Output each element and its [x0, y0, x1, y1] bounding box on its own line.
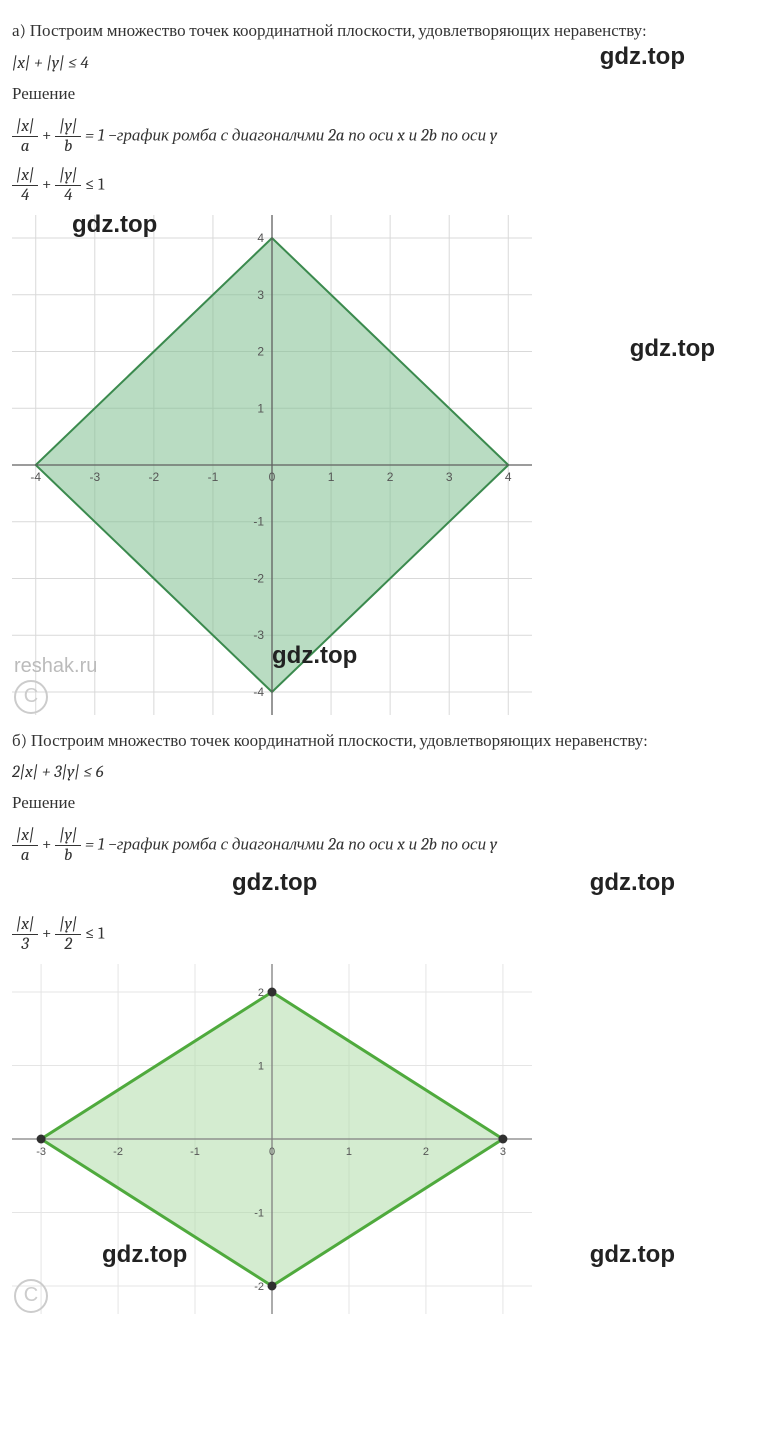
- svg-text:-2: -2: [149, 470, 160, 484]
- frac-num: |y|: [55, 915, 81, 935]
- svg-text:-3: -3: [89, 470, 100, 484]
- chart-a: -4 -3 -2 -1 0 1 2 3 4 -4 -3 -2 -1 1 2 3 4: [12, 215, 532, 715]
- svg-text:-3: -3: [36, 1146, 46, 1158]
- svg-text:0: 0: [269, 1146, 275, 1158]
- section-b-transformed: |x|3 + |y|2 ≤ 1: [12, 915, 745, 954]
- frac-den: b: [55, 137, 81, 156]
- svg-text:0: 0: [269, 470, 276, 484]
- frac-num: |x|: [12, 166, 38, 186]
- svg-text:-4: -4: [253, 685, 264, 699]
- frac-num: |y|: [55, 117, 81, 137]
- svg-text:-3: -3: [253, 628, 264, 642]
- note-text: = 1 −график ромба с диагоналчми 2a по ос…: [85, 836, 497, 855]
- chart-a-wrap: gdz.top -4-3-2-101234-4-3-2-11234 gdz.to…: [12, 215, 745, 720]
- svg-text:4: 4: [257, 231, 264, 245]
- svg-text:-2: -2: [113, 1146, 123, 1158]
- svg-text:-1: -1: [254, 1208, 264, 1220]
- frac-den: 4: [12, 186, 38, 205]
- svg-text:1: 1: [258, 1061, 264, 1073]
- frac-num: |y|: [55, 826, 81, 846]
- svg-text:3: 3: [446, 470, 453, 484]
- section-a-intro: а) Построим множество точек координатной…: [12, 20, 745, 44]
- le-one: ≤ 1: [85, 175, 104, 194]
- svg-text:-1: -1: [208, 470, 219, 484]
- svg-text:-1: -1: [190, 1146, 200, 1158]
- svg-text:1: 1: [346, 1146, 352, 1158]
- section-a-inequality: |x| + |y| ≤ 4: [12, 54, 745, 73]
- svg-text:-1: -1: [253, 514, 264, 528]
- watermark-gdz-6: gdz.top: [590, 869, 675, 897]
- note-text: = 1 −график ромба с диагоналчми 2a по ос…: [85, 126, 497, 145]
- watermark-gdz-5: gdz.top: [232, 869, 317, 897]
- frac-den: 4: [55, 186, 81, 205]
- svg-text:-4: -4: [30, 470, 41, 484]
- le-one: ≤ 1: [85, 925, 104, 944]
- frac-num: |x|: [12, 117, 38, 137]
- section-b-inequality: 2|x| + 3|y| ≤ 6: [12, 763, 745, 782]
- frac-num: |x|: [12, 826, 38, 846]
- svg-text:2: 2: [257, 344, 264, 358]
- frac-den: 3: [12, 935, 38, 954]
- watermark-gdz-8: gdz.top: [590, 1241, 675, 1269]
- watermark-region-2: gdz.top gdz.top: [12, 875, 745, 905]
- section-b-solution-label: Решение: [12, 792, 745, 816]
- svg-text:-2: -2: [253, 571, 264, 585]
- svg-text:2: 2: [258, 987, 264, 999]
- section-a-solution-label: Решение: [12, 83, 745, 107]
- section-a-rhombus-note: |x|a + |y|b = 1 −график ромба с диагонал…: [12, 117, 745, 156]
- frac-num: |x|: [12, 915, 38, 935]
- frac-den: 2: [55, 935, 81, 954]
- svg-text:-2: -2: [254, 1281, 264, 1293]
- frac-den: a: [12, 846, 38, 865]
- section-a-transformed: |x|4 + |y|4 ≤ 1: [12, 166, 745, 205]
- chart-b-wrap: -3-2-10123-2-112 gdz.top gdz.top C: [12, 964, 745, 1319]
- watermark-gdz-3: gdz.top: [630, 335, 715, 363]
- section-b-rhombus-note: |x|a + |y|b = 1 −график ромба с диагонал…: [12, 826, 745, 865]
- svg-text:1: 1: [257, 401, 264, 415]
- svg-text:3: 3: [257, 287, 264, 301]
- chart-b: -3 -2 -1 0 1 2 3 -2 -1 1 2: [12, 964, 532, 1314]
- svg-text:2: 2: [423, 1146, 429, 1158]
- svg-text:4: 4: [505, 470, 512, 484]
- svg-text:2: 2: [387, 470, 394, 484]
- svg-text:3: 3: [500, 1146, 506, 1158]
- frac-den: b: [55, 846, 81, 865]
- section-b-intro: б) Построим множество точек координатной…: [12, 730, 745, 754]
- frac-num: |y|: [55, 166, 81, 186]
- svg-text:1: 1: [328, 470, 335, 484]
- frac-den: a: [12, 137, 38, 156]
